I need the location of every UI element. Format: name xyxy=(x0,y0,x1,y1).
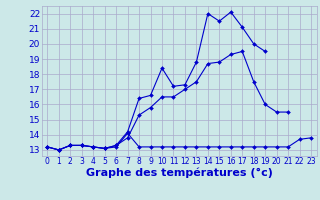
X-axis label: Graphe des températures (°c): Graphe des températures (°c) xyxy=(86,168,273,178)
